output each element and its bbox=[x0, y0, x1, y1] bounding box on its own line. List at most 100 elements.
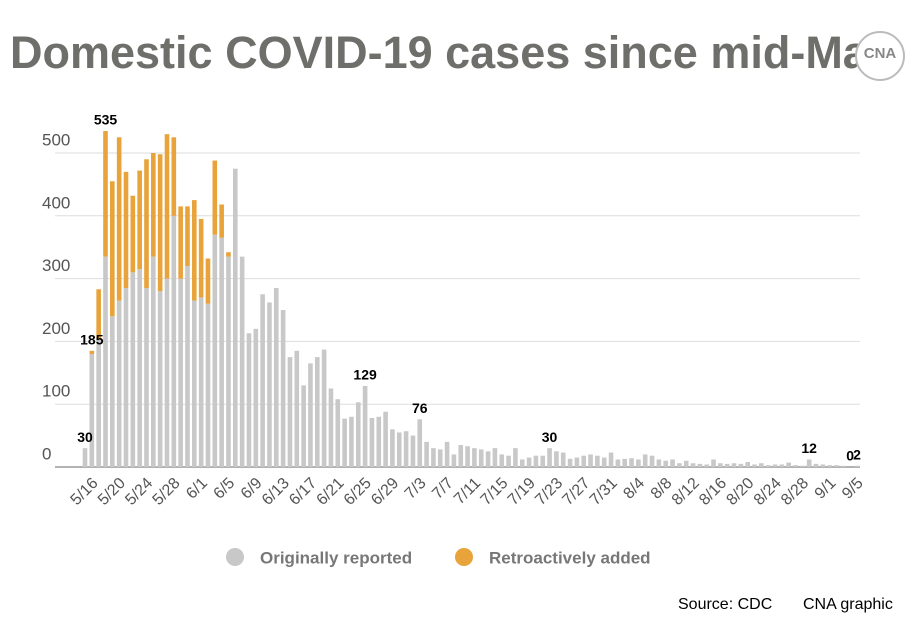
bar-segment bbox=[629, 458, 634, 467]
x-tick-label: 6/25 bbox=[341, 475, 375, 509]
bar-segment bbox=[212, 234, 218, 467]
bar-segment bbox=[745, 461, 750, 467]
bar-segment bbox=[793, 465, 798, 467]
bar-segment bbox=[219, 204, 224, 238]
x-tick-label: 6/29 bbox=[368, 475, 402, 509]
bar-segment bbox=[226, 252, 231, 257]
x-tick-label: 7/15 bbox=[478, 475, 512, 509]
bar-segment bbox=[110, 181, 115, 317]
bar-segment bbox=[444, 441, 450, 467]
chart-title: Domestic COVID-19 cases since mid-May bbox=[10, 27, 893, 78]
y-tick-label: 400 bbox=[42, 193, 70, 212]
bar-segment bbox=[595, 455, 600, 467]
legend-marker bbox=[455, 548, 473, 566]
bar-segment bbox=[731, 463, 737, 467]
bar-segment bbox=[779, 464, 785, 467]
bar-segment bbox=[253, 328, 259, 467]
bar-segment bbox=[649, 455, 655, 467]
bar-segment bbox=[752, 464, 757, 467]
bar-segment bbox=[519, 459, 525, 467]
bar-segment bbox=[704, 464, 709, 467]
bar-segment bbox=[813, 463, 819, 467]
bar-segment bbox=[144, 288, 149, 467]
bar-segment bbox=[157, 291, 163, 467]
bar-segment bbox=[636, 459, 641, 467]
bar-segment bbox=[164, 134, 170, 279]
x-tick-label: 7/11 bbox=[451, 475, 484, 508]
bar-segment bbox=[608, 452, 614, 467]
bar-segment bbox=[718, 463, 723, 467]
bar-segment bbox=[403, 431, 409, 467]
bar-segment bbox=[738, 463, 744, 467]
bar-segment bbox=[82, 448, 88, 467]
bar-segment bbox=[226, 256, 231, 467]
bar-segment bbox=[192, 300, 197, 467]
x-tick-label: 5/24 bbox=[122, 475, 156, 509]
bar-segment bbox=[567, 458, 573, 467]
bar-segment bbox=[171, 137, 177, 216]
data-label: 129 bbox=[353, 367, 377, 383]
bar-segment bbox=[458, 445, 464, 467]
x-tick-label: 7/3 bbox=[402, 475, 430, 503]
bar-segment bbox=[205, 258, 211, 304]
bar-segment bbox=[786, 462, 791, 467]
bar-segment bbox=[205, 303, 211, 467]
bar-segment bbox=[89, 353, 95, 467]
bar-segment bbox=[765, 465, 771, 467]
bar-segment bbox=[683, 460, 689, 467]
bar-segment bbox=[601, 457, 607, 467]
bar-segment bbox=[615, 459, 621, 467]
legend-marker bbox=[226, 548, 244, 566]
x-tick-label: 7/23 bbox=[532, 475, 566, 509]
bar-segment bbox=[560, 452, 566, 467]
bar-segment bbox=[677, 463, 682, 467]
bar-segment bbox=[280, 310, 286, 467]
data-label: 12 bbox=[801, 440, 817, 456]
bar-segment bbox=[437, 449, 443, 467]
logo-text: CNA bbox=[864, 45, 897, 62]
bar-segment bbox=[123, 288, 129, 467]
bar-segment bbox=[239, 256, 245, 467]
x-tick-label: 6/21 bbox=[314, 475, 348, 509]
bar-segment bbox=[410, 435, 416, 467]
x-tick-label: 8/16 bbox=[696, 475, 730, 509]
bar-segment bbox=[820, 464, 826, 467]
bar-segment bbox=[622, 458, 628, 467]
bar-segment bbox=[485, 451, 491, 467]
y-tick-label: 500 bbox=[42, 130, 70, 149]
bar-segment bbox=[192, 200, 197, 301]
x-tick-label: 8/24 bbox=[751, 475, 785, 509]
bar-segment bbox=[772, 464, 778, 467]
bar-segment bbox=[492, 448, 498, 467]
bar-segment bbox=[724, 463, 730, 467]
bar-segment bbox=[806, 459, 812, 467]
bar-segment bbox=[376, 416, 382, 467]
bar-segment bbox=[308, 363, 313, 467]
bar-segment bbox=[656, 459, 662, 467]
x-tick-label: 8/20 bbox=[723, 475, 757, 509]
bar-segment bbox=[547, 448, 552, 467]
x-tick-label: 8/28 bbox=[778, 475, 812, 509]
bar-segment bbox=[212, 160, 218, 235]
bar-segment bbox=[499, 454, 505, 467]
bar-segment bbox=[827, 465, 832, 467]
x-tick-label: 6/13 bbox=[259, 475, 293, 509]
bar-segment bbox=[506, 455, 511, 467]
bar-segment bbox=[328, 388, 334, 467]
bar-segment bbox=[451, 454, 457, 467]
bar-segment bbox=[321, 349, 327, 467]
bar-segment bbox=[362, 385, 368, 467]
bar-segment bbox=[711, 459, 716, 467]
bar-segment bbox=[164, 278, 170, 467]
bar-segment bbox=[110, 316, 115, 467]
bar-segment bbox=[260, 294, 265, 467]
credit: CNA graphic bbox=[803, 596, 893, 613]
legend-label: Retroactively added bbox=[489, 548, 651, 567]
bar-segment bbox=[342, 418, 347, 467]
x-tick-label: 8/12 bbox=[669, 475, 703, 509]
bar-segment bbox=[431, 448, 436, 467]
bar-segment bbox=[103, 256, 108, 467]
bar-segment bbox=[834, 465, 839, 467]
bar-segment bbox=[301, 385, 306, 467]
data-label: 30 bbox=[542, 429, 558, 445]
